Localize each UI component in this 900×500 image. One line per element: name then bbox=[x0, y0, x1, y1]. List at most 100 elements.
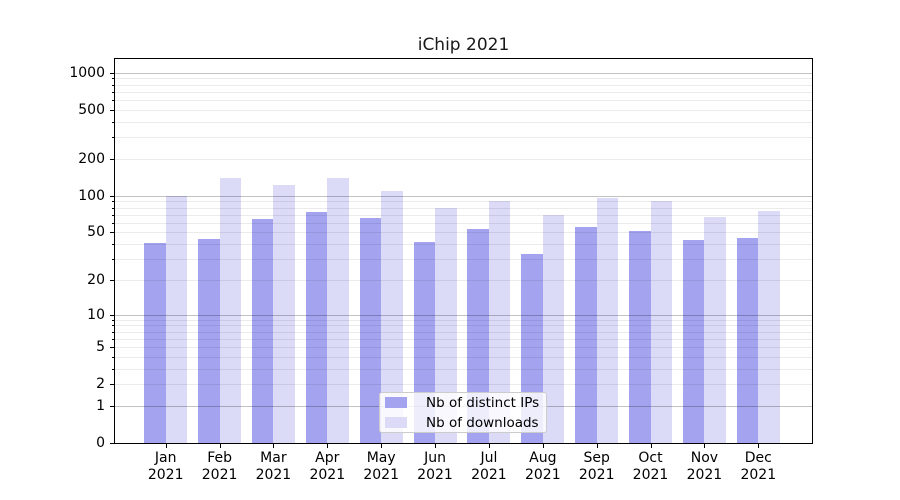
gridline-minor-500 bbox=[115, 109, 812, 111]
gridline-minor-70 bbox=[115, 214, 812, 216]
bar-downloads-jul bbox=[488, 201, 511, 443]
bar-downloads-dec bbox=[758, 210, 780, 443]
x-label-year: 2021 bbox=[417, 466, 453, 483]
bar-distinct-ips-mar bbox=[251, 218, 274, 443]
gridline-minor-9 bbox=[115, 319, 812, 321]
legend-item-downloads: Nb of downloads bbox=[385, 415, 546, 431]
x-label-year: 2021 bbox=[147, 466, 184, 483]
y-tick-500 bbox=[110, 109, 115, 111]
y-tick-label-500: 500 bbox=[78, 101, 105, 118]
gridline-minor-4 bbox=[115, 356, 812, 358]
bar-distinct-ips-sep bbox=[575, 227, 597, 443]
y-minortick-9 bbox=[112, 319, 115, 321]
x-tick-dec bbox=[758, 444, 760, 448]
x-tick-label-dec: Dec 2021 bbox=[723, 450, 793, 483]
gridline-minor-900 bbox=[115, 78, 812, 80]
y-tick-1 bbox=[110, 405, 115, 407]
y-tick-label-20: 20 bbox=[87, 271, 105, 288]
gridline-major-100 bbox=[115, 195, 812, 197]
bar-downloads-jun bbox=[435, 207, 457, 443]
gridline-minor-200 bbox=[115, 158, 812, 160]
y-tick-label-50: 50 bbox=[87, 224, 105, 241]
gridline-minor-600 bbox=[115, 100, 812, 102]
y-minortick-80 bbox=[112, 207, 115, 209]
x-tick-feb bbox=[219, 444, 221, 448]
y-tick-label-100: 100 bbox=[78, 187, 105, 204]
bar-distinct-ips-may bbox=[359, 217, 382, 443]
gridline-minor-400 bbox=[115, 121, 812, 123]
x-tick-label-jun: Jun 2021 bbox=[400, 450, 470, 483]
plot-area bbox=[114, 58, 813, 444]
y-tick-label-1000: 1000 bbox=[69, 64, 105, 81]
gridline-major-1000 bbox=[115, 72, 812, 74]
x-label-month: Sep bbox=[583, 450, 610, 466]
y-minortick-3 bbox=[112, 368, 115, 370]
gridline-minor-7 bbox=[115, 331, 812, 333]
y-minortick-70 bbox=[112, 214, 115, 216]
bar-distinct-ips-jan bbox=[144, 242, 166, 443]
x-label-month: Apr bbox=[315, 450, 340, 466]
x-label-year: 2021 bbox=[524, 466, 561, 483]
y-minortick-40 bbox=[112, 244, 115, 245]
y-tick-200 bbox=[110, 158, 115, 160]
legend-swatch-distinct-ips bbox=[385, 397, 407, 408]
gridline-minor-3 bbox=[115, 368, 812, 370]
x-tick-label-jan: Jan 2021 bbox=[131, 450, 201, 483]
x-label-month: May bbox=[366, 450, 396, 466]
y-tick-5 bbox=[110, 347, 115, 348]
legend-label-downloads: Nb of downloads bbox=[426, 414, 539, 431]
bar-downloads-nov bbox=[704, 216, 726, 443]
y-minortick-700 bbox=[112, 91, 115, 93]
bar-downloads-feb bbox=[219, 177, 242, 443]
gridline-minor-40 bbox=[115, 244, 812, 245]
x-label-year: 2021 bbox=[686, 466, 723, 483]
y-minortick-8 bbox=[112, 325, 115, 327]
x-tick-oct bbox=[650, 444, 652, 448]
bar-downloads-sep bbox=[596, 198, 619, 443]
x-label-month: Aug bbox=[529, 450, 557, 466]
bar-distinct-ips-feb bbox=[198, 239, 220, 443]
x-tick-apr bbox=[327, 444, 329, 448]
y-minortick-900 bbox=[112, 78, 115, 80]
x-tick-aug bbox=[542, 444, 544, 448]
y-minortick-30 bbox=[112, 259, 115, 260]
bar-distinct-ips-oct bbox=[629, 231, 651, 443]
bar-distinct-ips-dec bbox=[736, 237, 759, 443]
gridline-minor-60 bbox=[115, 222, 812, 224]
x-label-month: Dec bbox=[744, 450, 772, 466]
x-tick-label-jul: Jul 2021 bbox=[454, 450, 524, 483]
gridline-minor-6 bbox=[115, 338, 812, 340]
y-minortick-800 bbox=[112, 84, 115, 86]
x-tick-label-sep: Sep 2021 bbox=[562, 450, 632, 483]
x-label-year: 2021 bbox=[363, 466, 399, 483]
y-tick-label-200: 200 bbox=[78, 150, 105, 167]
gridline-minor-700 bbox=[115, 91, 812, 93]
x-tick-nov bbox=[704, 444, 706, 448]
gridline-minor-800 bbox=[115, 84, 812, 86]
x-tick-label-aug: Aug 2021 bbox=[508, 450, 578, 483]
y-tick-label-5: 5 bbox=[96, 339, 105, 355]
chart-title: iChip 2021 bbox=[417, 35, 510, 55]
x-label-month: Mar bbox=[260, 450, 287, 466]
y-tick-label-0: 0 bbox=[96, 435, 105, 451]
gridline-minor-8 bbox=[115, 325, 812, 327]
y-tick-50 bbox=[110, 232, 115, 234]
bar-downloads-jan bbox=[165, 195, 188, 443]
legend-label-distinct-ips: Nb of distinct IPs bbox=[426, 394, 540, 411]
y-minortick-600 bbox=[112, 100, 115, 102]
x-label-month: Feb bbox=[207, 450, 232, 466]
x-label-month: Nov bbox=[690, 450, 719, 466]
x-tick-sep bbox=[596, 444, 598, 448]
gridline-minor-80 bbox=[115, 207, 812, 209]
gridline-minor-300 bbox=[115, 137, 812, 139]
x-tick-jan bbox=[165, 444, 167, 448]
gridline-minor-20 bbox=[115, 279, 812, 281]
x-label-year: 2021 bbox=[255, 466, 292, 483]
y-minortick-60 bbox=[112, 222, 115, 224]
x-label-month: Jan bbox=[154, 450, 177, 466]
y-minortick-90 bbox=[112, 201, 115, 203]
x-label-year: 2021 bbox=[578, 466, 615, 483]
bar-downloads-apr bbox=[327, 177, 349, 443]
x-tick-label-feb: Feb 2021 bbox=[185, 450, 255, 483]
